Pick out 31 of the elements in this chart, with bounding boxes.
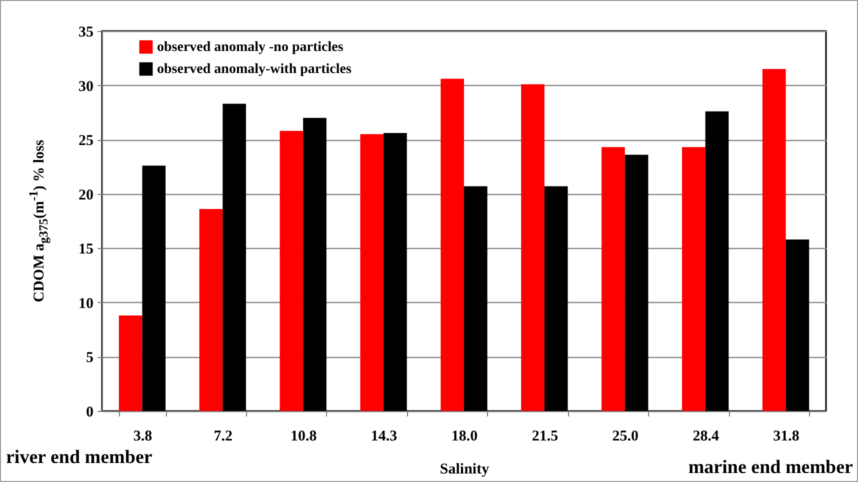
bar: [118, 315, 142, 411]
text: river end member: [6, 447, 152, 469]
x-tick-label: 3.8: [133, 428, 152, 444]
x-tick-label: 21.5: [532, 428, 558, 444]
y-tick-label: 15: [78, 242, 94, 258]
bar: [280, 130, 304, 411]
text: marine end member: [688, 457, 853, 479]
y-tick-label: 25: [78, 133, 94, 150]
y-tick-label: 20: [78, 187, 94, 204]
bar: [602, 147, 625, 411]
bar: [762, 69, 786, 411]
legend-label: observed anomaly-with particles: [157, 62, 352, 77]
x-tick-label: 7.2: [214, 428, 233, 444]
x-tick-label: 31.8: [773, 428, 800, 444]
y-tick-label: 30: [78, 78, 94, 95]
bar: [360, 134, 384, 411]
bar: [440, 78, 464, 411]
legend-label: observed anomaly -no particles: [157, 40, 344, 55]
bar: [521, 84, 544, 411]
y-tick-label: 10: [78, 296, 94, 312]
x-tick-label: 14.3: [370, 428, 398, 444]
x-tick-label: 25.0: [612, 428, 639, 444]
bar: [682, 147, 706, 411]
x-axis-title: Salinity: [440, 462, 490, 478]
bar: [199, 209, 223, 411]
y-tick-label: 0: [86, 404, 94, 420]
y-tick-label: 35: [78, 24, 94, 40]
x-tick-label: 10.8: [290, 428, 317, 444]
x-tick-label: 18.0: [451, 428, 478, 444]
y-tick-label: 5: [86, 350, 94, 366]
x-tick-label: 28.4: [692, 428, 720, 444]
